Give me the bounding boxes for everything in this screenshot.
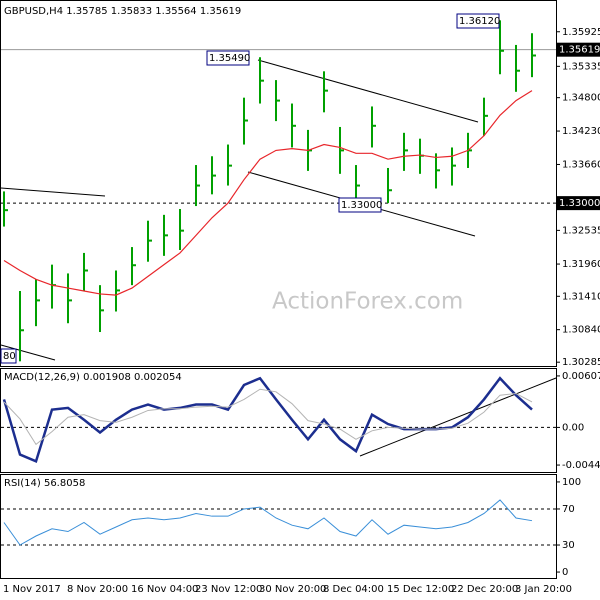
y-tick-label: 1.34800 <box>562 93 600 104</box>
x-tick-label: 30 Nov 20:00 <box>259 584 326 595</box>
y-tick-label: 100 <box>562 477 581 488</box>
x-tick-label: 16 Nov 04:00 <box>131 584 198 595</box>
annotation: 80 <box>3 351 16 362</box>
y-tick-label: 30 <box>562 540 575 551</box>
last-price-box <box>556 42 600 57</box>
level-box <box>556 196 600 211</box>
y-tick-label: 1.31410 <box>562 291 600 302</box>
rsi-title: RSI(14) 56.8058 <box>4 478 85 489</box>
trend-line <box>359 377 557 457</box>
y-tick-label: 0.006073 <box>562 371 600 382</box>
level-label: 1.33000 <box>559 198 600 209</box>
annotation-box <box>338 197 382 213</box>
x-tick-label: 23 Nov 12:00 <box>195 584 262 595</box>
price-panel <box>0 0 557 367</box>
trend-line <box>0 344 56 361</box>
x-tick-label: 22 Dec 20:00 <box>451 584 518 595</box>
x-tick-label: 1 Nov 2017 <box>3 584 61 595</box>
y-tick-label: 1.33660 <box>562 159 600 170</box>
x-tick-label: 8 Dec 04:00 <box>323 584 384 595</box>
y-tick-label: 1.35925 <box>562 27 600 38</box>
y-tick-label: 1.32535 <box>562 225 600 236</box>
y-tick-label: 1.35335 <box>562 61 600 72</box>
annotation-box <box>206 50 250 66</box>
annotation: 1.36120 <box>459 16 500 27</box>
y-tick-label: 0.00 <box>562 422 584 433</box>
watermark: ActionForex.com <box>272 289 463 315</box>
y-tick-label: 1.30285 <box>562 357 600 368</box>
rsi-panel <box>0 474 557 579</box>
annotation: 1.33000 <box>341 200 382 211</box>
signal-line <box>3 388 533 446</box>
moving-average <box>3 90 533 296</box>
y-tick-label: 1.34230 <box>562 126 600 137</box>
chart-title: GBPUSD,H4 1.35785 1.35833 1.35564 1.3561… <box>4 6 241 17</box>
rsi-line <box>3 499 533 546</box>
y-tick-label: 1.31960 <box>562 259 600 270</box>
macd-panel <box>0 368 557 473</box>
annotation-box <box>0 348 17 364</box>
y-tick-label: -0.004441 <box>562 460 600 471</box>
last-price-label: 1.35619 <box>559 45 600 56</box>
annotation: 1.35490 <box>209 53 250 64</box>
y-tick-label: 0 <box>562 567 568 578</box>
x-tick-label: 15 Dec 12:00 <box>387 584 454 595</box>
annotation-box <box>456 13 500 29</box>
macd-title: MACD(12,26,9) 0.001908 0.002054 <box>4 372 182 383</box>
y-tick-label: 70 <box>562 504 575 515</box>
x-tick-label: 8 Nov 20:00 <box>67 584 128 595</box>
x-tick-label: 3 Jan 20:00 <box>515 584 572 595</box>
trend-line <box>257 59 479 123</box>
y-tick-label: 1.30840 <box>562 325 600 336</box>
trend-line <box>0 187 106 197</box>
